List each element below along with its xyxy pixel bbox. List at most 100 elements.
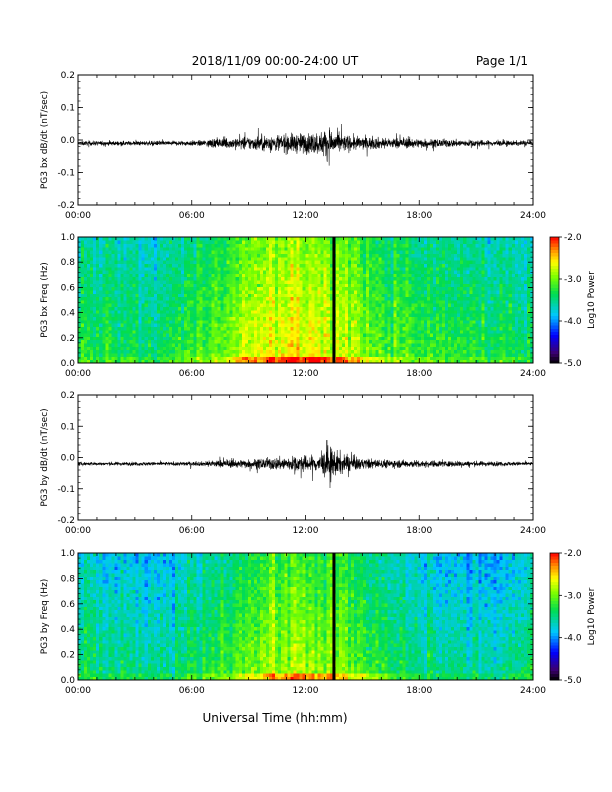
heatmap-cell	[141, 266, 146, 271]
heatmap-cell	[293, 290, 297, 294]
heatmap-cell	[290, 333, 294, 337]
heatmap-cell	[150, 280, 155, 284]
heatmap-cell	[435, 290, 440, 294]
heatmap-cell	[396, 293, 400, 298]
heatmap-cell	[287, 270, 291, 274]
heatmap-cell	[93, 286, 97, 291]
heatmap-cell	[457, 323, 461, 327]
heatmap-cell	[208, 250, 212, 254]
heatmap-cell	[129, 329, 133, 334]
heatmap-cell	[175, 263, 179, 268]
heatmap-cell	[438, 276, 443, 281]
heatmap-cell	[363, 276, 367, 281]
heatmap-cell	[120, 286, 124, 291]
heatmap-cell	[317, 246, 322, 251]
heatmap-cell	[390, 353, 394, 357]
heatmap-cell	[275, 359, 279, 364]
heatmap-cell	[284, 280, 288, 284]
heatmap-cell	[448, 250, 452, 254]
heatmap-cell	[466, 316, 470, 321]
heatmap-cell	[108, 263, 112, 268]
heatmap-cell	[187, 253, 191, 258]
heatmap-cell	[99, 323, 103, 327]
heatmap-cell	[214, 260, 218, 264]
heatmap-cell	[184, 293, 188, 298]
heatmap-cell	[351, 237, 355, 241]
heatmap-cell	[381, 333, 385, 337]
heatmap-cell	[244, 286, 249, 291]
heatmap-cell	[129, 303, 133, 308]
heatmap-cell	[211, 246, 215, 251]
heatmap-cell	[317, 283, 322, 288]
heatmap-cell	[117, 343, 121, 347]
heatmap-cell	[278, 256, 282, 261]
heatmap-cell	[193, 359, 197, 364]
heatmap-cell	[314, 276, 319, 281]
heatmap-cell	[178, 280, 182, 284]
heatmap-cell	[384, 276, 388, 281]
heatmap-cell	[454, 326, 458, 331]
heatmap-cell	[126, 290, 130, 294]
heatmap-cell	[235, 253, 240, 258]
heatmap-cell	[199, 333, 203, 337]
heatmap-cell	[159, 256, 164, 261]
heatmap-cell	[423, 243, 428, 248]
heatmap-cell	[217, 246, 221, 251]
heatmap-cell	[135, 356, 140, 361]
heatmap-cell	[81, 359, 85, 364]
heatmap-cell	[123, 283, 127, 288]
heatmap-cell	[123, 253, 127, 258]
heatmap-cell	[287, 263, 291, 268]
heatmap-cell	[165, 283, 170, 288]
heatmap-cell	[341, 273, 346, 278]
heatmap-cell	[117, 243, 121, 248]
heatmap-cell	[220, 306, 224, 311]
heatmap-cell	[417, 349, 422, 354]
heatmap-cell	[451, 319, 455, 324]
heatmap-cell	[284, 326, 288, 331]
heatmap-cell	[420, 333, 425, 337]
heatmap-cell	[320, 276, 325, 281]
heatmap-cell	[372, 356, 376, 361]
heatmap-cell	[341, 250, 346, 254]
heatmap-cell	[178, 283, 182, 288]
heatmap-cell	[296, 246, 300, 251]
heatmap-cell	[463, 246, 467, 251]
heatmap-cell	[193, 319, 197, 324]
heatmap-cell	[384, 316, 388, 321]
heatmap-cell	[169, 296, 173, 301]
heatmap-cell	[78, 336, 82, 341]
heatmap-cell	[317, 243, 322, 248]
heatmap-cell	[159, 316, 164, 321]
heatmap-cell	[153, 333, 158, 337]
heatmap-cell	[129, 283, 133, 288]
heatmap-cell	[351, 303, 355, 308]
heatmap-cell	[181, 339, 185, 344]
heatmap-cell	[347, 339, 352, 344]
heatmap-cell	[384, 296, 388, 301]
heatmap-cell	[250, 300, 255, 304]
heatmap-cell	[329, 356, 334, 361]
heatmap-cell	[296, 313, 300, 317]
heatmap-cell	[120, 256, 124, 261]
heatmap-cell	[432, 240, 437, 245]
heatmap-cell	[369, 260, 373, 264]
heatmap-cell	[205, 243, 209, 248]
heatmap-cell	[402, 323, 406, 327]
heatmap-cell	[138, 290, 143, 294]
heatmap-cell	[202, 306, 206, 311]
heatmap-cell	[217, 266, 221, 271]
heatmap-cell	[205, 253, 209, 258]
heatmap-cell	[220, 323, 224, 327]
heatmap-cell	[232, 326, 237, 331]
heatmap-cell	[287, 356, 291, 361]
heatmap-cell	[126, 336, 130, 341]
heatmap-cell	[184, 250, 188, 254]
heatmap-cell	[105, 356, 109, 361]
heatmap-cell	[165, 286, 170, 291]
heatmap-cell	[187, 316, 191, 321]
heatmap-cell	[354, 343, 358, 347]
heatmap-cell	[375, 313, 379, 317]
heatmap-cell	[144, 333, 149, 337]
heatmap-cell	[281, 353, 285, 357]
